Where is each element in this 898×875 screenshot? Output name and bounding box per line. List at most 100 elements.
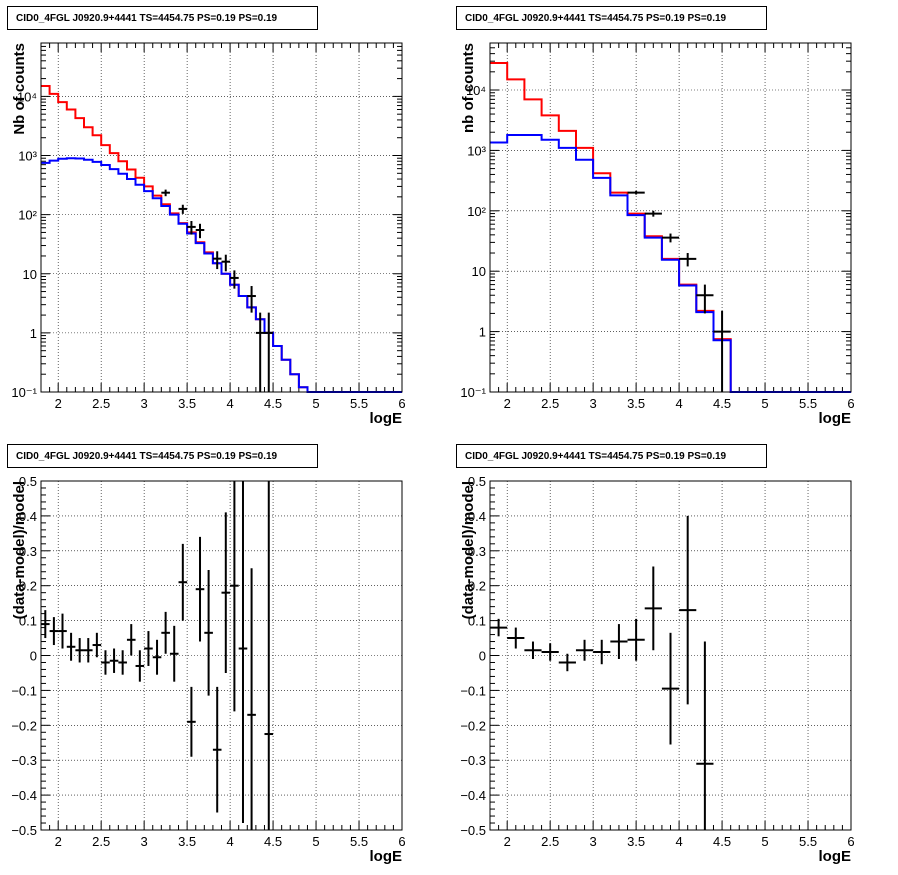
data-point <box>230 481 239 712</box>
y-tick-label: 0.1 <box>468 614 486 629</box>
x-tick-label: 4.5 <box>713 396 731 411</box>
data-point <box>204 569 213 696</box>
data-point <box>75 638 84 663</box>
counts-chart-right: 2 2.5 3 3.5 4 4.5 5 5.5 6 10⁻¹ 1 10 10² 10³ 10⁴ logE nb … <box>460 42 855 427</box>
x-tick-label: 4 <box>675 834 682 849</box>
y-axis-label: Nb of counts <box>11 43 28 135</box>
y-tick-label: −0.5 <box>11 823 37 838</box>
data-point <box>144 631 153 666</box>
data-point <box>696 284 714 314</box>
data-point <box>187 686 196 757</box>
y-tick-label: −0.2 <box>460 718 486 733</box>
counts-chart-left: 2 2.5 3 3.5 4 4.5 5 5.5 6 10⁻¹ 1 10 10² 10³ 10⁴ logE Nb … <box>11 42 406 427</box>
y-tick-label: 0.4 <box>19 509 37 524</box>
x-tick-label: 4 <box>675 396 682 411</box>
x-tick-label: 6 <box>398 396 405 411</box>
y-tick-label: 10² <box>467 204 486 219</box>
x-tick-label: 4.5 <box>264 834 282 849</box>
data-point <box>58 613 67 649</box>
data-point <box>135 650 145 682</box>
data-point <box>490 618 508 637</box>
data-point <box>161 611 170 654</box>
data-point <box>627 618 645 661</box>
plot-title: CID0_4FGL J0920.9+4441 TS=4454.75 PS=0.1… <box>456 444 767 468</box>
x-tick-label: 6 <box>847 834 854 849</box>
x-tick-label: 4 <box>226 834 233 849</box>
x-tick-label: 3 <box>590 396 597 411</box>
data-point <box>610 624 628 659</box>
x-tick-label: 2 <box>504 396 511 411</box>
data-point <box>575 639 594 661</box>
x-axis-label: logE <box>819 848 852 865</box>
data-point <box>679 515 697 705</box>
model-source-histogram <box>41 157 402 393</box>
data-point <box>161 189 170 197</box>
y-tick-label: 1 <box>30 326 37 341</box>
data-point <box>247 286 256 313</box>
y-tick-label: 0.2 <box>468 579 486 594</box>
x-tick-label: 5.5 <box>799 834 817 849</box>
x-tick-label: 3.5 <box>178 396 196 411</box>
y-tick-label: 0 <box>479 649 486 664</box>
data-point <box>66 632 76 661</box>
y-tick-label: 10⁴ <box>17 89 37 104</box>
plot-frame <box>489 480 852 831</box>
x-tick-label: 3.5 <box>627 396 645 411</box>
data-point <box>644 566 662 651</box>
data-point <box>92 632 102 658</box>
x-axis-label: logE <box>819 410 852 427</box>
data-point <box>247 568 256 830</box>
plot-frame <box>40 480 403 831</box>
y-tick-label: 0.5 <box>19 474 37 489</box>
x-tick-label: 4.5 <box>264 396 282 411</box>
x-tick-label: 2.5 <box>541 396 559 411</box>
data-point <box>212 686 222 813</box>
x-tick-label: 4.5 <box>713 834 731 849</box>
data-point <box>152 639 162 675</box>
x-tick-label: 3.5 <box>178 834 196 849</box>
data-point <box>187 221 196 235</box>
data-point <box>255 312 265 392</box>
y-tick-label: 0.5 <box>468 474 486 489</box>
data-point <box>558 653 576 672</box>
x-tick-label: 5 <box>761 834 768 849</box>
model-source-histogram <box>490 134 851 393</box>
y-tick-label: −0.4 <box>460 788 486 803</box>
y-tick-label: −0.3 <box>460 753 486 768</box>
data-point <box>507 627 525 649</box>
residual-chart-right: 2 2.5 3 3.5 4 4.5 5 5.5 6 −0.5 −0.4 −0.3 −0.2 −0.1 0 0.… <box>460 474 855 865</box>
y-tick-label: 0.2 <box>19 579 37 594</box>
y-tick-label: 0.4 <box>468 509 486 524</box>
model-total-histogram <box>41 85 402 393</box>
residual-chart-left: 2 2.5 3 3.5 4 4.5 5 5.5 6 −0.5 −0.4 −0.3 −0.2 −0.1 0 0.… <box>11 474 406 865</box>
plot-title: CID0_4FGL J0920.9+4441 TS=4454.75 PS=0.1… <box>7 6 318 30</box>
x-tick-label: 6 <box>847 396 854 411</box>
x-tick-label: 2 <box>55 396 62 411</box>
x-tick-label: 5 <box>312 396 319 411</box>
y-tick-label: 0.3 <box>19 544 37 559</box>
y-tick-label: 10⁴ <box>466 83 486 98</box>
x-tick-label: 2 <box>55 834 62 849</box>
data-point <box>41 610 50 639</box>
data-point <box>524 641 542 659</box>
y-axis-label: (data-model)/model <box>460 481 477 619</box>
data-point <box>264 481 274 830</box>
x-axis-label: logE <box>370 410 403 427</box>
data-point <box>230 270 239 289</box>
x-tick-label: 2 <box>504 834 511 849</box>
data-point <box>713 310 731 392</box>
x-tick-label: 3 <box>141 396 148 411</box>
x-tick-label: 4 <box>226 396 233 411</box>
data-point <box>696 641 714 830</box>
plot-title: CID0_4FGL J0920.9+4441 TS=4454.75 PS=0.1… <box>456 6 767 30</box>
y-tick-label: −0.1 <box>11 683 37 698</box>
data-point <box>83 638 93 663</box>
plot-frame <box>489 42 852 393</box>
x-axis-label: logE <box>370 848 403 865</box>
plot-title: CID0_4FGL J0920.9+4441 TS=4454.75 PS=0.1… <box>7 444 318 468</box>
y-tick-label: 10⁻¹ <box>460 385 486 400</box>
y-axis-label: (data-model)/model <box>11 481 28 619</box>
data-point <box>101 650 110 675</box>
data-point <box>221 512 231 673</box>
data-point <box>238 481 248 824</box>
